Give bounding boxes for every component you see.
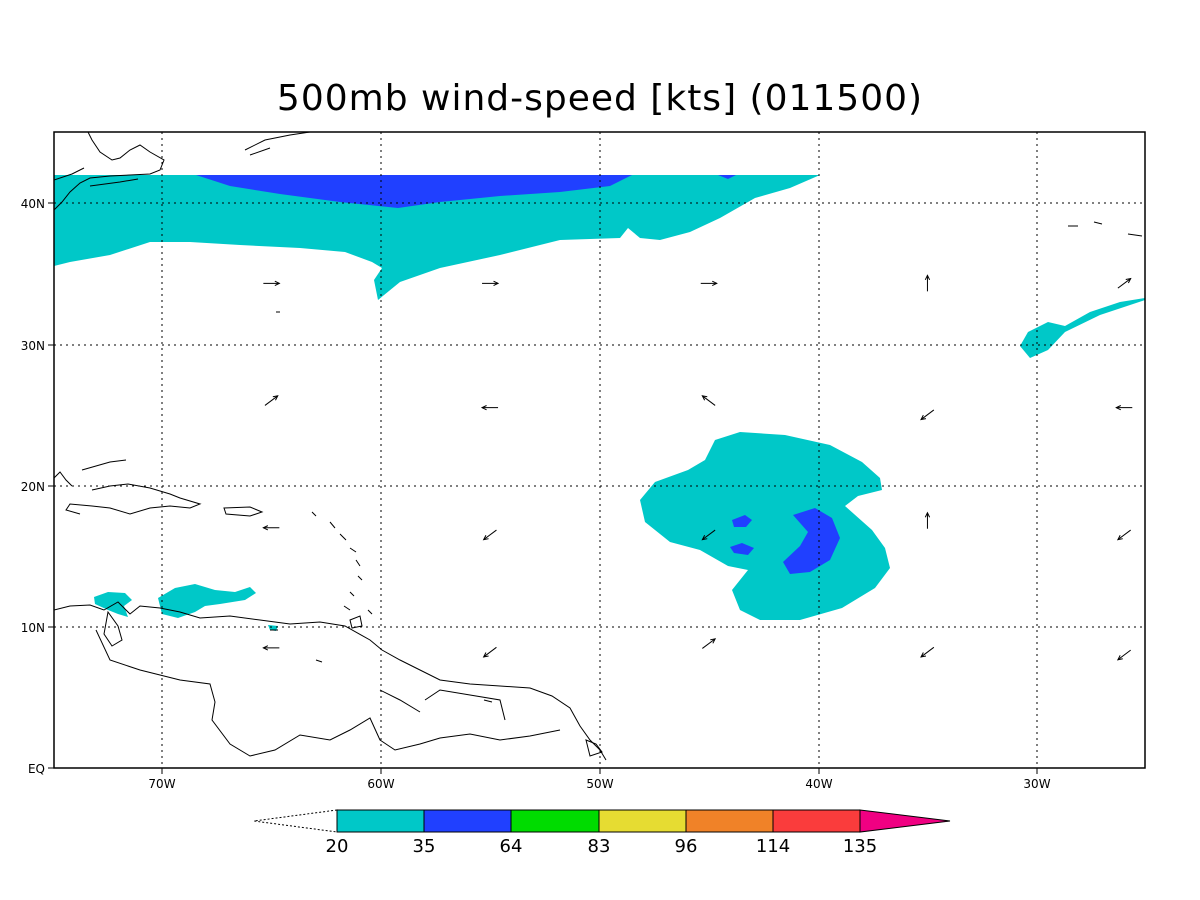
cyclone-small-core-b: [730, 543, 754, 555]
lon-label: 30W: [1023, 777, 1050, 791]
colorbar-label: 96: [675, 836, 698, 857]
wind-vector-arrow: [920, 646, 935, 658]
wind-vector-arrow: [701, 395, 716, 406]
colorbar-label: 64: [500, 836, 523, 857]
lon-label: 40W: [805, 777, 832, 791]
wind-vector-arrow: [1116, 529, 1131, 541]
puerto-rico: [223, 506, 264, 517]
colorbar-swatch: [510, 809, 600, 833]
jet-stream-band-shading: [54, 175, 820, 300]
cyclone-small-core-a: [732, 515, 752, 527]
wind-vector-arrow: [1115, 405, 1133, 411]
wind-vector-arrow: [482, 646, 497, 658]
cuba: [54, 459, 127, 487]
lesser-antilles: [311, 511, 373, 615]
colorbar-swatch: [685, 809, 774, 833]
hispaniola: [65, 483, 202, 515]
jet-core-shading: [196, 175, 632, 208]
azores: [1068, 221, 1143, 237]
long-island: [89, 178, 139, 187]
coastlines: [54, 132, 1143, 761]
colorbar-swatch: [336, 809, 425, 833]
wind-vector-arrow: [924, 511, 931, 529]
nova-scotia: [244, 132, 311, 156]
wind-shading-35-64: [196, 175, 840, 574]
colorbar-label: 114: [756, 836, 790, 857]
wind-vector-arrow: [920, 409, 935, 421]
wind-vector-arrow: [924, 274, 931, 292]
lat-label: EQ: [28, 762, 45, 776]
colorbar-swatch: [598, 809, 687, 833]
wind-vector-arrow: [480, 405, 499, 411]
colorbar-low-triangle: [253, 809, 338, 833]
wind-vector-arrow: [701, 529, 716, 541]
lat-label: 40N: [21, 197, 45, 211]
colorbar-labels: 20 35 64 83 96 114 135: [326, 836, 878, 857]
lat-label: 30N: [21, 339, 45, 353]
colorbar-swatch: [772, 809, 861, 833]
wind-vector-arrow: [702, 638, 717, 649]
colorbar-label: 35: [413, 836, 436, 857]
lon-label: 50W: [586, 777, 613, 791]
cyclone-shading: [640, 432, 890, 620]
amazon-mouth: [585, 739, 603, 757]
wind-shading-20-35: [54, 175, 1145, 631]
venezuela-border: [95, 629, 561, 757]
colorbar-label: 135: [843, 836, 877, 857]
latitude-labels: 40N 30N 20N 10N EQ: [21, 197, 45, 776]
wind-vector-arrow: [262, 525, 280, 531]
colorbar-high-triangle: [859, 809, 951, 833]
wind-vector-arrow: [263, 280, 281, 286]
wind-vector-arrow: [1117, 277, 1132, 289]
tick-marks: [48, 202, 1038, 774]
jet-core-blob-shading: [718, 175, 736, 179]
south-america-coast: [54, 601, 607, 761]
caribbean-islets: [270, 629, 493, 703]
wind-vector-arrow: [482, 529, 497, 541]
colorbar-label: 83: [588, 836, 611, 857]
north-america-coast: [54, 132, 165, 211]
trinidad: [349, 615, 363, 629]
wind-vector-arrow: [1116, 649, 1131, 661]
wind-vector-arrow: [262, 645, 280, 651]
colorbar: 20 35 64 83 96 114 135: [253, 809, 951, 857]
colorbar-label: 20: [326, 836, 349, 857]
map-title: 500mb wind-speed [kts] (011500): [276, 78, 924, 119]
lat-label: 20N: [21, 480, 45, 494]
cyclone-core-shading: [783, 508, 840, 574]
maracaibo: [103, 610, 123, 647]
great-lakes: [54, 167, 85, 181]
lon-label: 60W: [367, 777, 394, 791]
colorbar-swatch: [423, 809, 512, 833]
wind-vector-arrow: [264, 395, 279, 406]
longitude-labels: 70W 60W 50W 40W 30W: [148, 777, 1050, 791]
wind-vector-arrow: [482, 280, 500, 286]
azores-shading: [1020, 298, 1145, 358]
lat-label: 10N: [21, 621, 45, 635]
graticule: [54, 132, 1145, 768]
wind-vector-arrow: [700, 280, 718, 286]
guyana-border: [379, 689, 506, 721]
caribbean-shading-east: [158, 584, 256, 618]
wind-vectors: [262, 274, 1133, 661]
lon-label: 70W: [148, 777, 175, 791]
